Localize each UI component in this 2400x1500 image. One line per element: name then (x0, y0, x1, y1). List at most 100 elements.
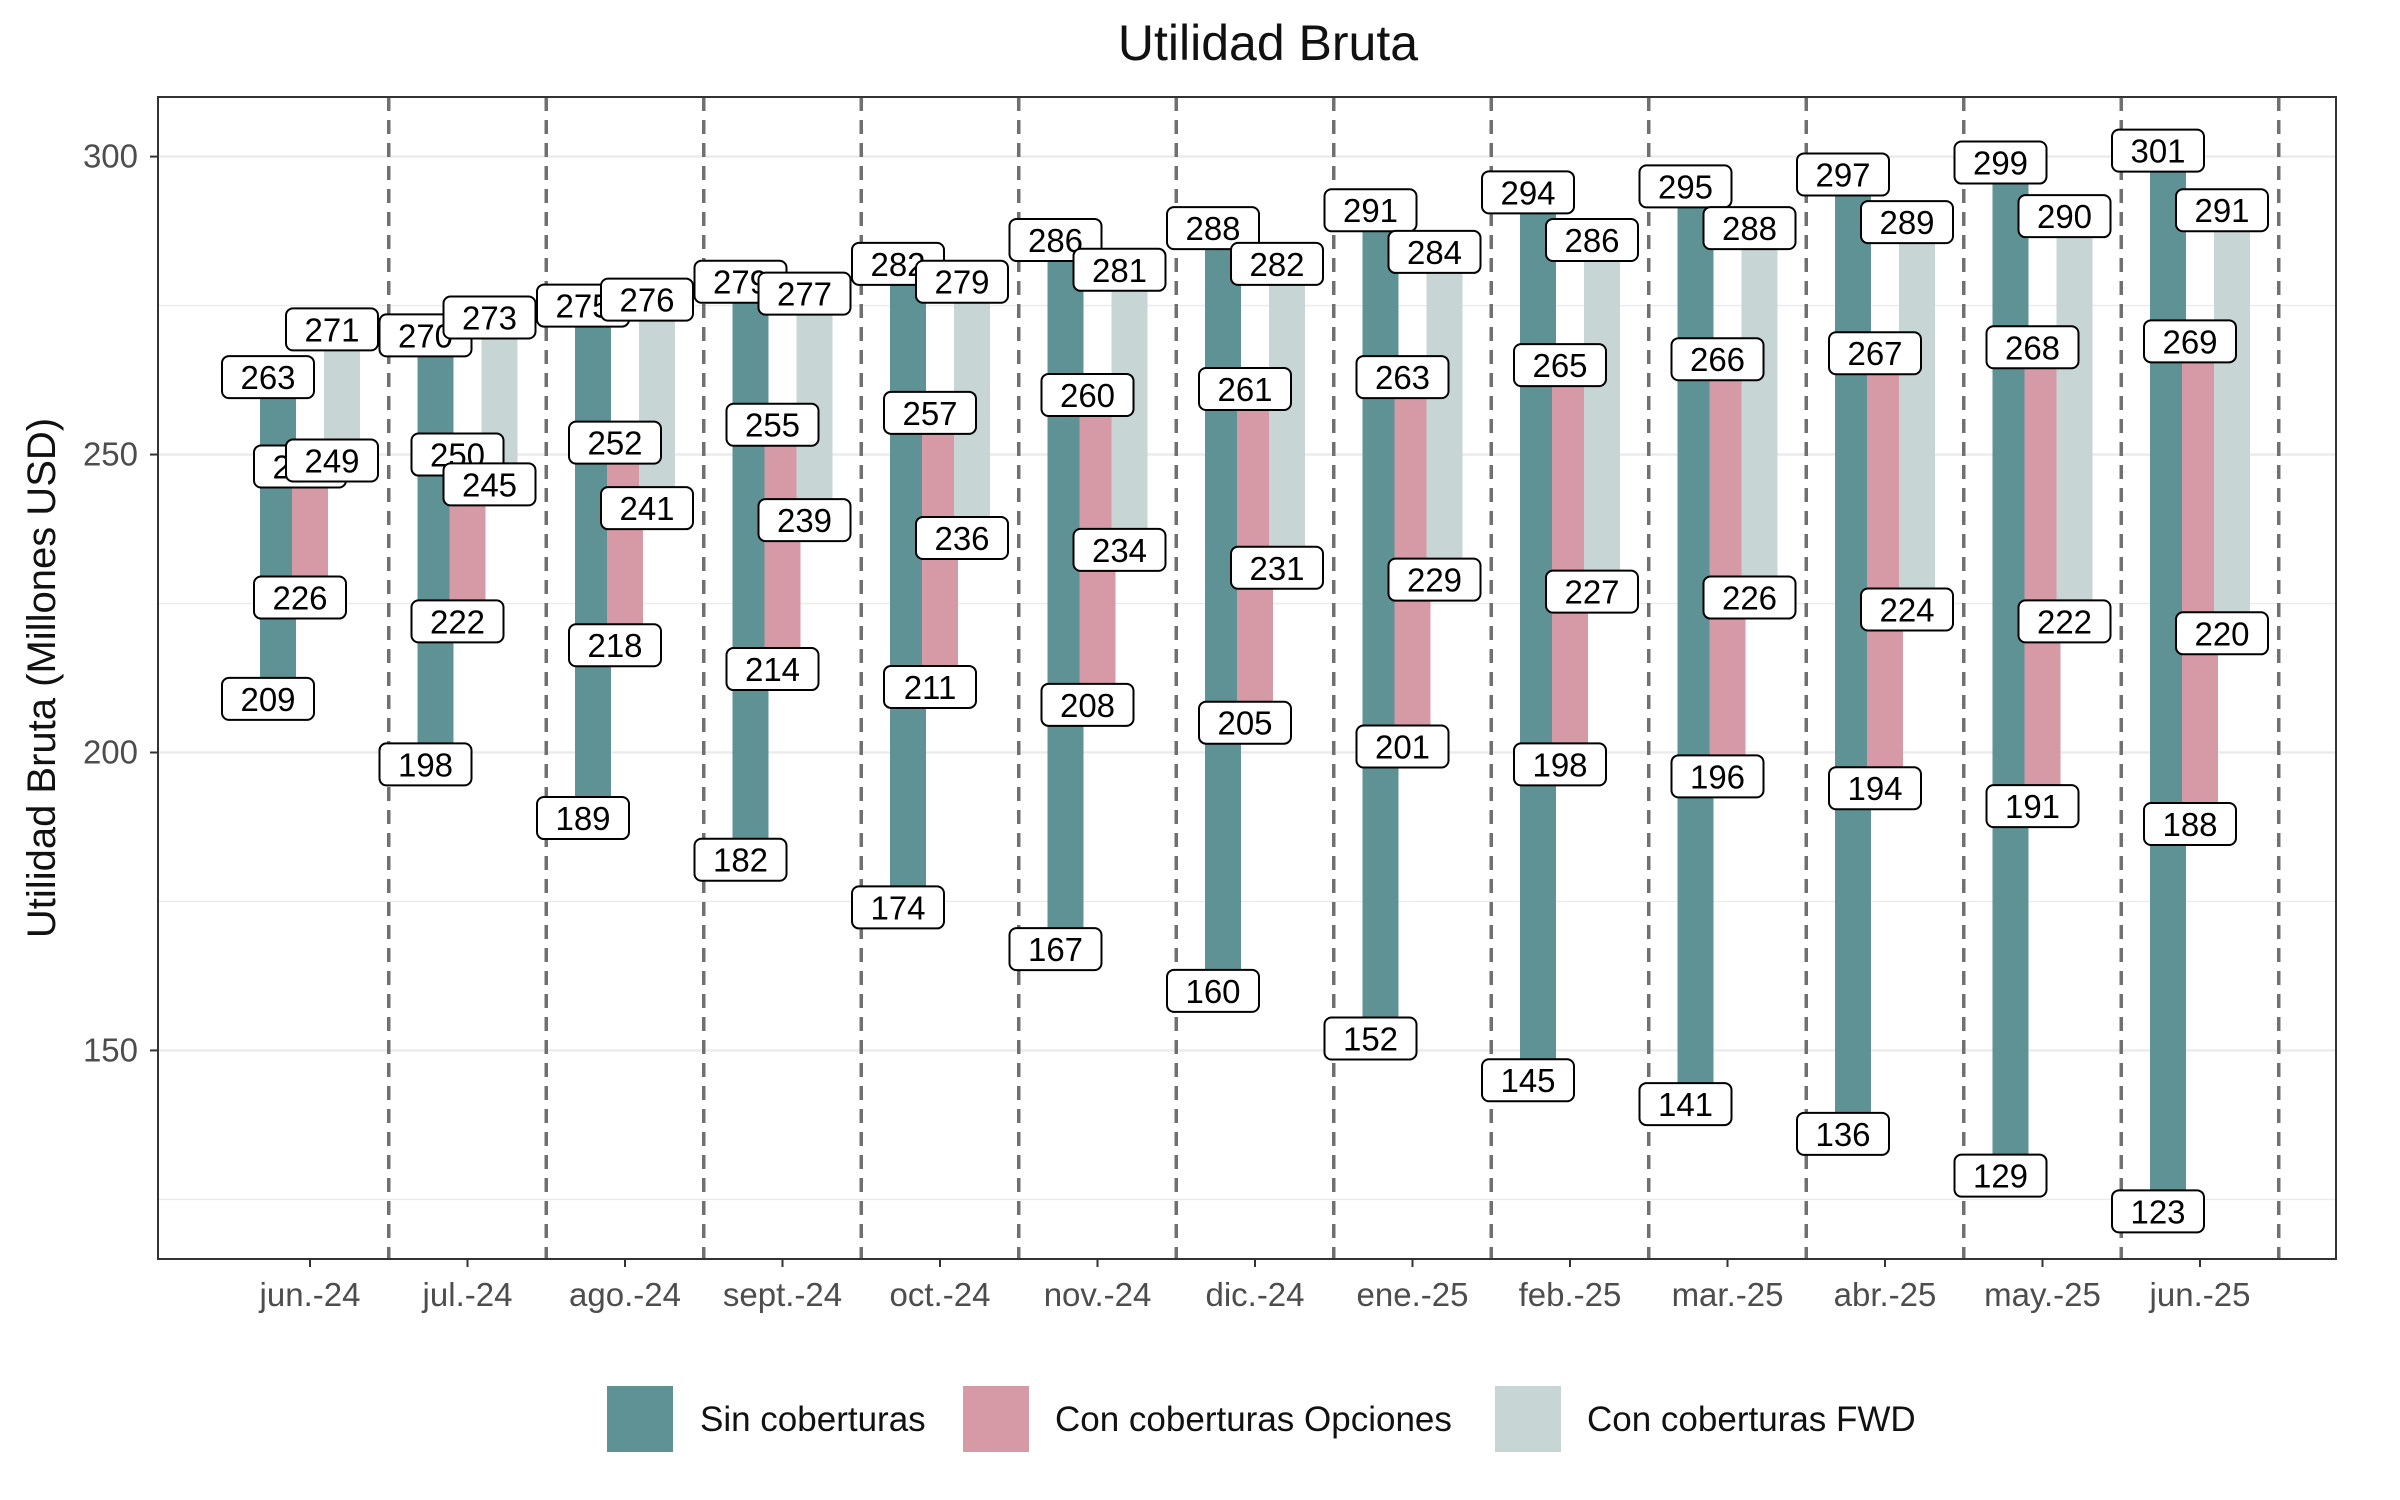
x-tick-label: nov.-24 (1044, 1276, 1152, 1313)
data-label-box (1638, 164, 1733, 209)
data-label-text: 198 (1532, 746, 1587, 783)
data-label: 291 (2175, 188, 2269, 233)
data-label-box (1985, 325, 2080, 370)
data-label-box (2175, 611, 2269, 656)
data-label-box (1638, 1082, 1733, 1127)
data-label-text: 123 (2130, 1193, 2185, 1230)
data-label: 194 (1828, 766, 1922, 811)
data-label: 301 (2111, 128, 2205, 173)
data-label: 182 (693, 837, 788, 882)
legend-item: Con coberturas FWD (1495, 1386, 1916, 1452)
data-label-box (1481, 170, 1575, 215)
data-label: 263 (221, 355, 315, 400)
data-label: 189 (536, 796, 630, 841)
data-label-text: 297 (1815, 156, 1870, 193)
data-label: 282 (851, 241, 945, 286)
data-label-text: 299 (1973, 145, 2028, 182)
data-label-text: 152 (1343, 1021, 1398, 1058)
data-label: 241 (600, 486, 694, 531)
data-label-text: 268 (2005, 329, 2060, 366)
x-tick-label: ene.-25 (1357, 1276, 1469, 1313)
data-label-box (1355, 355, 1450, 400)
bar-sin-coberturas (2150, 150, 2186, 1212)
data-label-box (1072, 527, 1167, 572)
data-label-box (1387, 229, 1482, 274)
data-label-text: 198 (398, 746, 453, 783)
data-label: 255 (725, 402, 820, 447)
data-label: 257 (883, 390, 977, 435)
data-label-text: 290 (2037, 198, 2092, 235)
data-label: 289 (1860, 200, 1954, 245)
bar-sin-coberturas (1520, 192, 1556, 1081)
data-label-text: 241 (619, 490, 674, 527)
data-label-box (851, 885, 945, 930)
data-label-box (1387, 557, 1482, 602)
data-label-text: 211 (904, 669, 957, 706)
data-label: 252 (568, 420, 662, 465)
data-label-text: 145 (1500, 1062, 1555, 1099)
legend-swatch (963, 1386, 1029, 1452)
data-label: 129 (1953, 1153, 2048, 1198)
data-label: 211 (883, 664, 977, 709)
data-label-text: 182 (713, 842, 768, 879)
data-label-box (442, 295, 537, 340)
data-label-box (1796, 152, 1890, 197)
data-label: 282 (1230, 241, 1324, 286)
data-label-text: 289 (1879, 204, 1934, 241)
data-label-text: 291 (2194, 192, 2249, 229)
data-label: 260 (1040, 372, 1135, 417)
data-label-text: 249 (304, 442, 359, 479)
data-label-box (221, 676, 315, 721)
chart-title: Utilidad Bruta (1118, 15, 1418, 71)
bar-sin-coberturas (890, 263, 926, 908)
data-label-text: 231 (1249, 550, 1304, 587)
data-label: 191 (1985, 784, 2080, 829)
data-label-text: 261 (1217, 371, 1272, 408)
data-label: 294 (1481, 170, 1575, 215)
data-label-text: 222 (430, 603, 485, 640)
data-label-text: 276 (619, 282, 674, 319)
data-label-text: 226 (1722, 580, 1777, 617)
data-label-box (1198, 366, 1292, 411)
data-label-text: 214 (745, 651, 800, 688)
data-label: 188 (2143, 801, 2237, 846)
data-label-text: 229 (1407, 562, 1462, 599)
x-tick-label: ago.-24 (569, 1276, 681, 1313)
data-label: 205 (1198, 700, 1292, 745)
bar-con-coberturas-fwd (2056, 216, 2093, 622)
bar-con-coberturas-opciones (764, 424, 801, 670)
bar-con-coberturas-fwd (1899, 222, 1935, 610)
data-label: 209 (221, 676, 315, 721)
data-label-text: 194 (1847, 770, 1902, 807)
data-label: 141 (1638, 1082, 1733, 1127)
data-label-text: 282 (1249, 246, 1304, 283)
data-label: 245 (442, 462, 537, 507)
data-label-box (1953, 140, 2048, 185)
data-label-box (2175, 188, 2269, 233)
bar-con-coberturas-fwd (1426, 251, 1463, 580)
bar-con-coberturas-opciones (1867, 353, 1903, 789)
bar-sin-coberturas (1362, 210, 1399, 1039)
data-label-box (1166, 206, 1260, 251)
data-label-text: 279 (934, 264, 989, 301)
x-tick-label: may.-25 (1984, 1276, 2101, 1313)
data-label: 226 (1702, 575, 1797, 620)
data-label-box (883, 390, 977, 435)
data-label-box (2111, 128, 2205, 173)
data-label: 276 (600, 277, 694, 322)
data-label-text: 218 (587, 627, 642, 664)
data-label: 208 (1040, 682, 1135, 727)
data-label-text: 188 (2162, 806, 2217, 843)
data-label-box (1198, 700, 1292, 745)
data-label: 277 (757, 271, 852, 316)
bar-sin-coberturas (260, 377, 296, 699)
data-label-box (2017, 599, 2112, 644)
x-tick-label: dic.-24 (1205, 1276, 1304, 1313)
y-axis-title: Utilidad Bruta (Millones USD) (20, 418, 64, 938)
data-label-text: 288 (1185, 210, 1240, 247)
data-label-text: 260 (1060, 377, 1115, 414)
data-label-text: 265 (1532, 347, 1587, 384)
data-label-box (378, 742, 473, 787)
